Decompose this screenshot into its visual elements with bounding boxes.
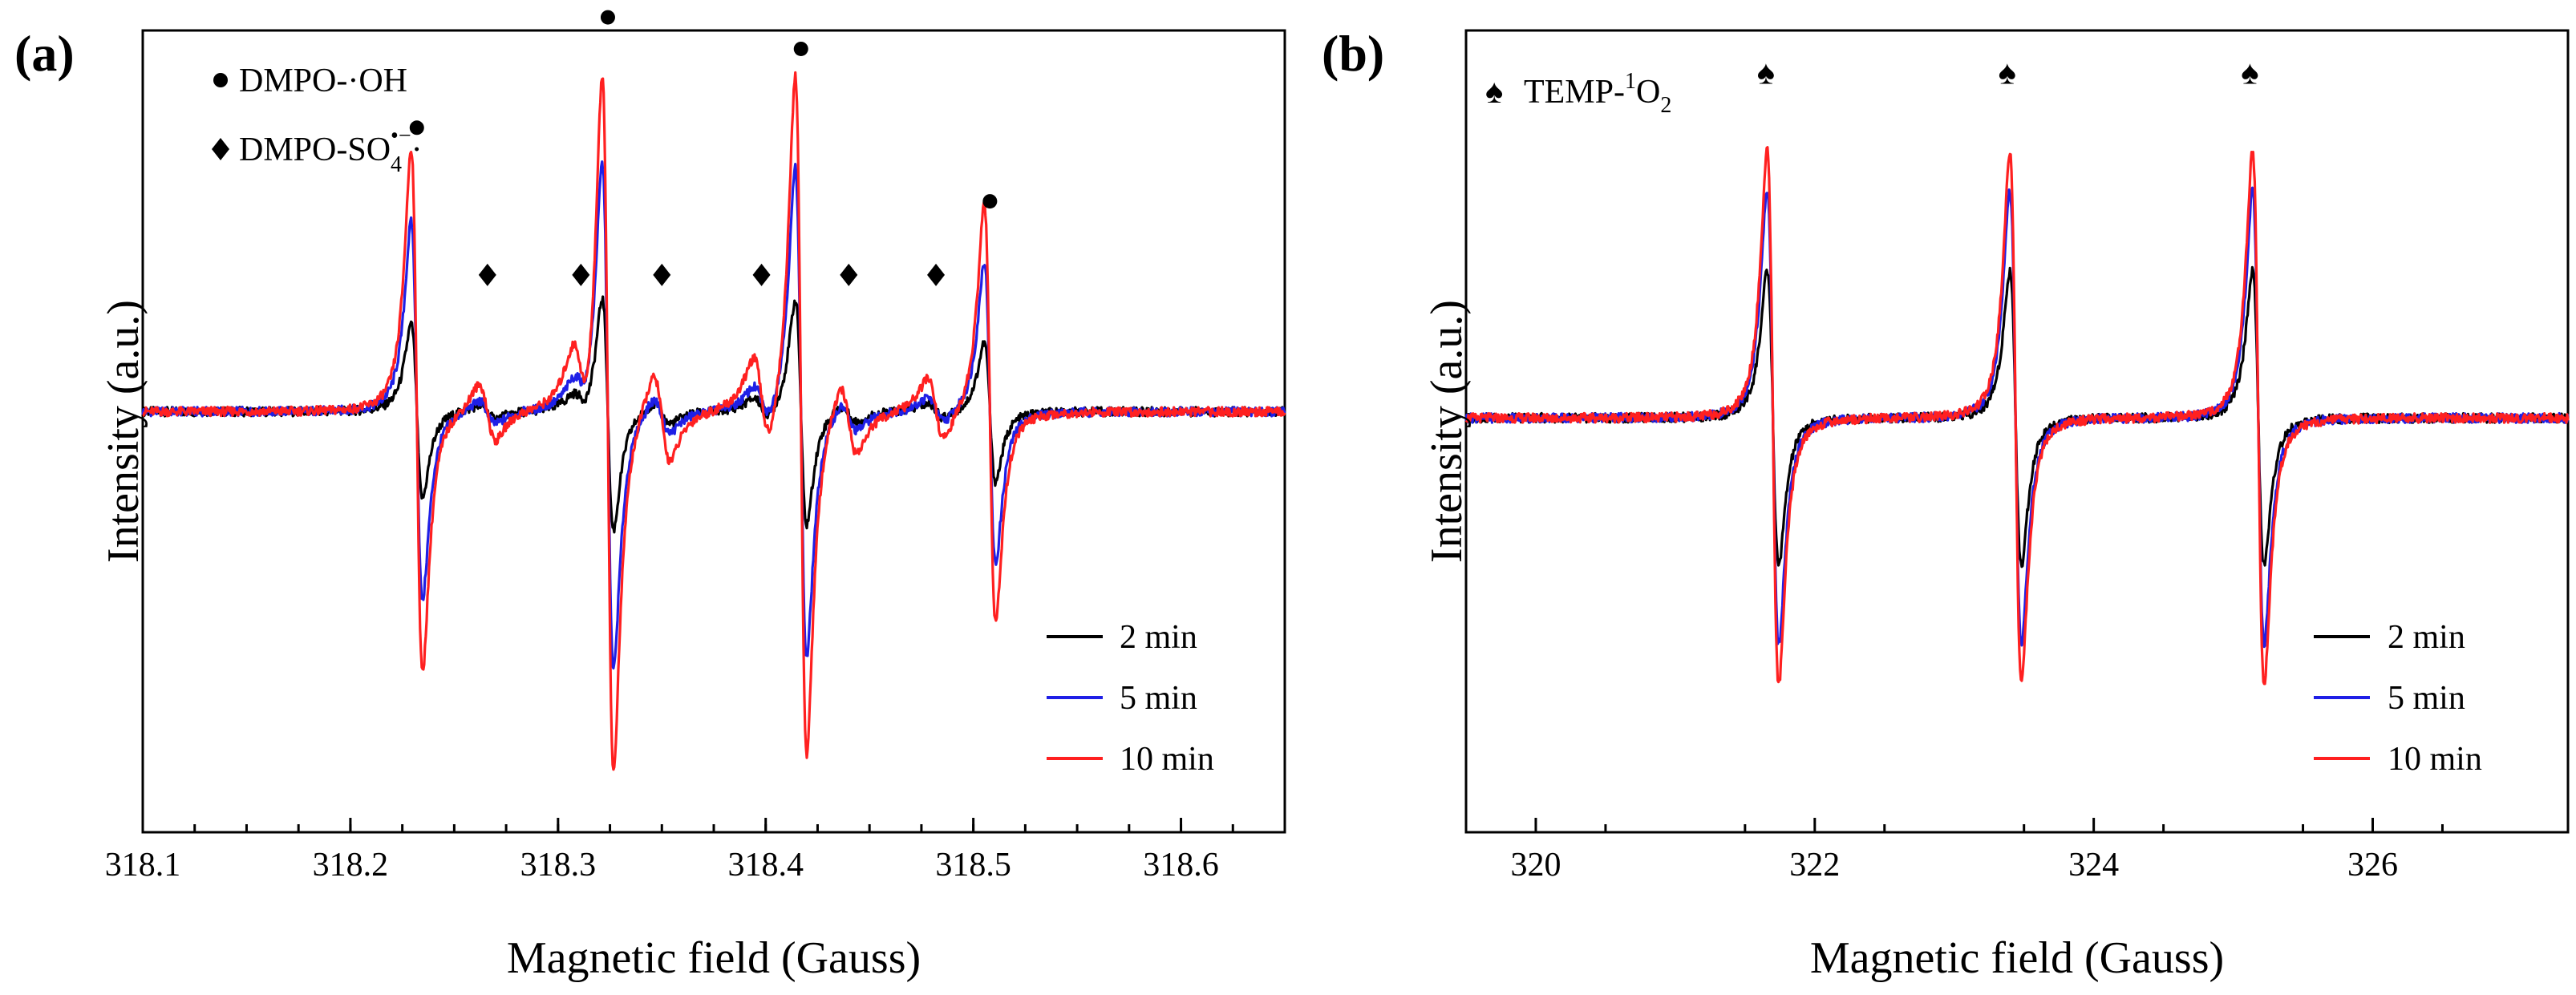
so4-peak-diamond-icon — [752, 263, 771, 286]
panel-a-series-legend: 2 min 5 min 10 min — [1047, 619, 1214, 778]
so4-peak-diamond-icon — [478, 263, 496, 286]
so4-peak-diamond-icon — [653, 263, 671, 286]
spade-peak-icon: ♠ — [1999, 55, 2016, 92]
legend-label-5min: 5 min — [2388, 680, 2465, 717]
temp-legend-label: TEMP-1O2 — [1524, 69, 1671, 118]
so4-diamond-icon — [212, 138, 229, 160]
panel-a-traces — [141, 71, 1286, 771]
panel-b-markers: ♠ ♠ ♠ — [1757, 55, 2259, 92]
trace-10min — [1464, 146, 2570, 686]
oh-legend-label: DMPO-·OH — [239, 63, 407, 99]
panel-b-annotation-legend: ♠ TEMP-1O2 — [1485, 69, 1671, 118]
legend-label-5min: 5 min — [1120, 680, 1197, 717]
panel-b: (b) 320 322 324 326 ♠ ♠ ♠ ♠ TEMP-1O2 2 min 5 … — [1322, 25, 2570, 983]
trace-10min — [142, 71, 1286, 771]
x-tick-label: 326 — [2347, 847, 2398, 884]
so4-peak-diamond-icon — [927, 263, 946, 286]
panel-b-traces — [1464, 146, 2570, 686]
panel-a-markers — [409, 10, 998, 286]
x-tick-label: 318.4 — [727, 847, 804, 884]
spade-peak-icon: ♠ — [2241, 55, 2258, 92]
so4-legend-label: DMPO-SO4•−· — [239, 123, 423, 177]
spade-icon: ♠ — [1485, 74, 1503, 111]
x-tick-label: 324 — [2068, 847, 2119, 884]
panel-a: (a) 318.1 318.2 318.3 318.4 318.5 318.6 DMPO-… — [14, 10, 1286, 983]
oh-peak-dot-icon — [982, 194, 998, 209]
oh-peak-dot-icon — [600, 10, 615, 25]
oh-peak-dot-icon — [793, 41, 808, 56]
panel-a-x-ticks: 318.1 318.2 318.3 318.4 318.5 318.6 — [105, 818, 1286, 884]
panel-a-x-axis-title: Magnetic field (Gauss) — [507, 933, 921, 983]
legend-label-10min: 10 min — [2388, 741, 2482, 778]
so4-peak-diamond-icon — [840, 263, 858, 286]
legend-label-10min: 10 min — [1120, 741, 1214, 778]
x-tick-label: 318.1 — [105, 847, 181, 884]
panel-b-x-ticks: 320 322 324 326 — [1464, 818, 2444, 884]
so4-peak-diamond-icon — [572, 263, 590, 286]
panel-b-y-axis-title: Intensity (a.u.) — [1422, 300, 1472, 563]
panel-a-y-axis-title: Intensity (a.u.) — [99, 300, 148, 563]
x-tick-label: 318.3 — [520, 847, 597, 884]
oh-dot-icon — [213, 73, 228, 87]
spade-peak-icon: ♠ — [1757, 55, 1775, 92]
panel-a-label: (a) — [14, 25, 75, 82]
x-tick-label: 318.6 — [1143, 847, 1219, 884]
panel-b-series-legend: 2 min 5 min 10 min — [2314, 619, 2482, 778]
x-tick-label: 322 — [1789, 847, 1840, 884]
panel-b-label: (b) — [1322, 25, 1384, 82]
legend-label-2min: 2 min — [2388, 619, 2465, 656]
legend-label-2min: 2 min — [1120, 619, 1197, 656]
oh-peak-dot-icon — [409, 120, 424, 135]
panel-b-x-axis-title: Magnetic field (Gauss) — [1810, 933, 2224, 983]
x-tick-label: 318.5 — [935, 847, 1011, 884]
panel-b-plot-frame — [1464, 29, 2570, 834]
x-tick-label: 320 — [1510, 847, 1561, 884]
x-tick-label: 318.2 — [313, 847, 389, 884]
panel-a-annotation-legend: DMPO-·OH DMPO-SO4•−· — [212, 63, 423, 177]
